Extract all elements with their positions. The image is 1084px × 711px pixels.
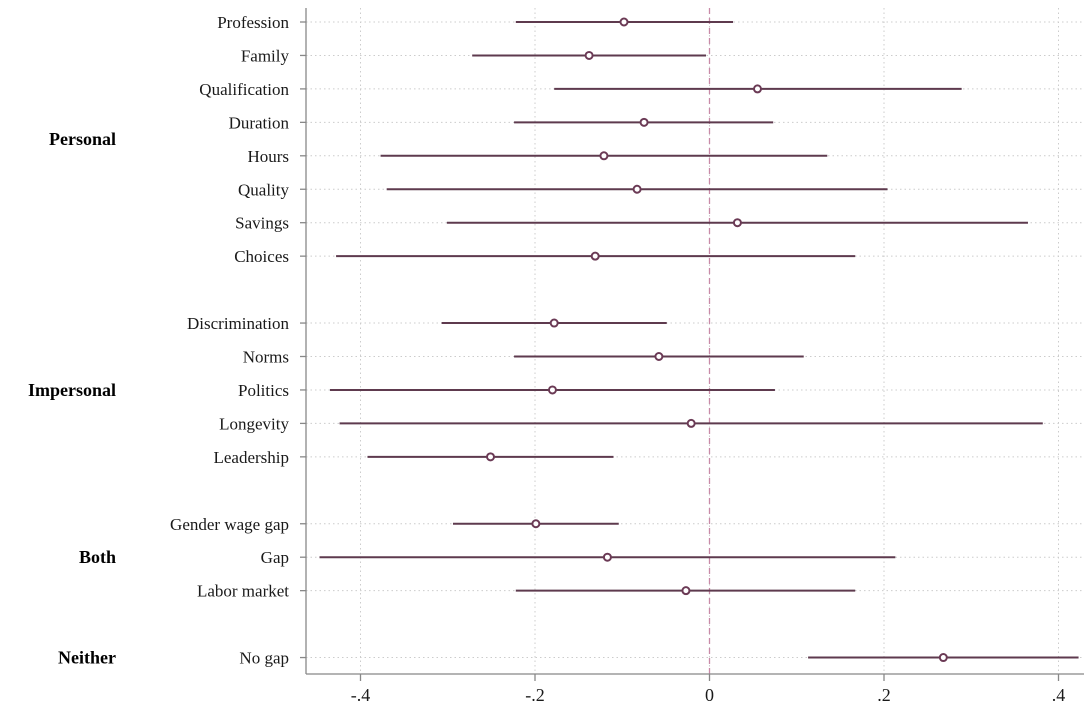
category-label: Politics xyxy=(238,381,289,400)
category-label: Profession xyxy=(217,13,289,32)
x-tick-label: .2 xyxy=(877,685,891,705)
point-estimate xyxy=(632,184,642,194)
category-label: Longevity xyxy=(219,414,289,433)
category-label: Gender wage gap xyxy=(170,515,289,534)
group-label: Neither xyxy=(58,648,116,668)
point-estimate xyxy=(599,151,609,161)
point-estimate xyxy=(752,84,762,94)
grid-layer xyxy=(306,8,1084,674)
category-label: Quality xyxy=(238,180,289,199)
point-estimate xyxy=(654,352,664,361)
category-label: No gap xyxy=(239,649,289,668)
label-layer: Profession Family Qualification Duration Hou… xyxy=(28,13,290,668)
category-label: Choices xyxy=(234,247,289,266)
category-label: Savings xyxy=(235,214,289,233)
point-estimate xyxy=(938,653,948,663)
category-label: Leadership xyxy=(213,448,289,467)
group-label: Personal xyxy=(49,129,116,149)
category-label: Qualification xyxy=(199,80,289,99)
x-tick-label: -.2 xyxy=(525,685,545,705)
axis-layer: -.4 -.2 0 .2 .4 xyxy=(300,8,1084,705)
x-tick-label: -.4 xyxy=(351,685,371,705)
point-estimate xyxy=(732,218,742,228)
x-tick-label: 0 xyxy=(705,685,714,705)
category-label: Duration xyxy=(229,113,290,132)
point-estimate xyxy=(686,418,696,428)
x-tick-label: .4 xyxy=(1052,685,1066,705)
category-label: Norms xyxy=(243,348,289,367)
category-label: Family xyxy=(241,46,290,65)
point-estimate xyxy=(547,385,557,395)
category-label: Labor market xyxy=(197,582,289,601)
point-estimate xyxy=(681,586,691,596)
point-estimate xyxy=(590,251,600,261)
point-estimate xyxy=(549,318,559,328)
category-label: Discrimination xyxy=(187,314,289,333)
marks-layer xyxy=(319,17,1079,663)
group-label: Both xyxy=(79,547,116,567)
point-estimate xyxy=(486,452,496,462)
category-label: Gap xyxy=(261,548,289,567)
point-estimate xyxy=(584,50,594,60)
point-estimate xyxy=(619,17,629,27)
group-label: Impersonal xyxy=(28,380,116,400)
point-estimate xyxy=(602,552,612,562)
category-label: Hours xyxy=(247,147,289,166)
point-estimate xyxy=(531,519,541,529)
point-estimate xyxy=(639,117,649,127)
